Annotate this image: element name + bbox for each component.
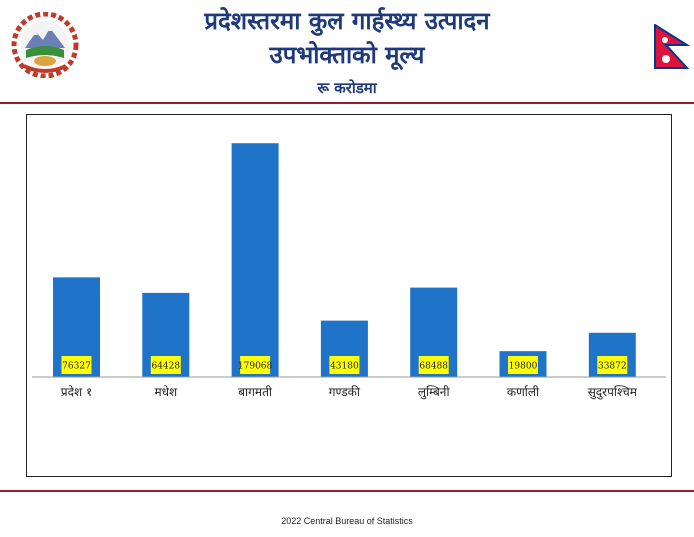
chart-frame: 76327 प्रदेश १ 64428 मधेश 179068 बागमती 43180 ग… — [26, 114, 672, 477]
bar-2 — [231, 143, 279, 377]
x-tick-label-0: प्रदेश १ — [61, 385, 92, 399]
page-title: प्रदेशस्तरमा कुल गार्हस्थ्य उत्पादन — [204, 7, 490, 35]
x-tick-label-6: सुदुरपश्चिम — [588, 385, 638, 400]
data-label-2: 179068 — [238, 362, 273, 372]
page-subtitle: उपभोक्ताको मूल्य — [269, 41, 425, 69]
nepal-emblem-icon — [11, 12, 79, 78]
data-label-6: 33872 — [598, 362, 627, 372]
x-tick-label-5: कर्णाली — [507, 385, 540, 399]
data-label-box-4 — [418, 356, 449, 374]
data-label-box-6 — [597, 356, 628, 374]
data-label-5: 19800 — [509, 362, 538, 372]
top-divider — [0, 102, 694, 104]
data-label-3: 43180 — [330, 362, 359, 372]
x-tick-label-1: मधेश — [154, 385, 178, 399]
x-tick-label-2: बागमती — [238, 385, 273, 399]
nepal-flag-icon — [654, 24, 690, 69]
data-label-box-1 — [150, 356, 181, 374]
footer-credit: 2022 Central Bureau of Statistics — [281, 516, 413, 526]
data-label-0: 76327 — [62, 362, 91, 372]
bar-chart: 76327 प्रदेश १ 64428 मधेश 179068 बागमती 43180 ग… — [32, 143, 666, 400]
bottom-divider — [0, 490, 694, 492]
data-label-box-0 — [61, 356, 92, 374]
x-tick-label-4: लुम्बिनी — [418, 385, 451, 400]
x-tick-label-3: गण्डकी — [329, 385, 361, 399]
data-label-box-2 — [240, 356, 271, 374]
data-label-4: 68488 — [419, 362, 448, 372]
data-label-1: 64428 — [151, 362, 180, 372]
unit-label: रू करोडमा — [317, 79, 377, 97]
data-label-box-3 — [329, 356, 360, 374]
data-label-box-5 — [508, 356, 538, 374]
